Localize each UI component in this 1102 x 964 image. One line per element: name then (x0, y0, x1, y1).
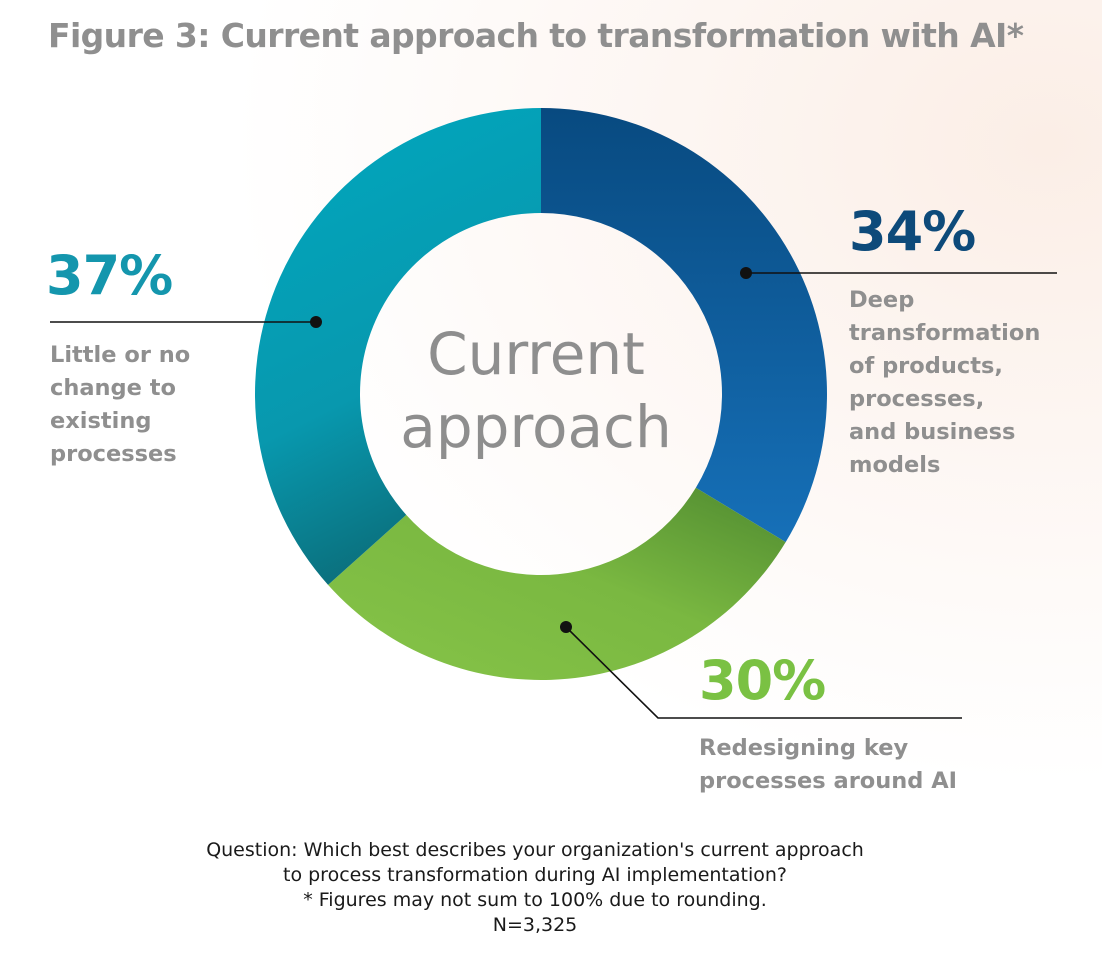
slice-deep-transformation (541, 108, 827, 543)
label-line: processes around AI (699, 768, 958, 794)
footnote: Question: Which best describes your orga… (150, 838, 920, 938)
label-line: existing (50, 408, 152, 434)
label-line: models (849, 452, 941, 478)
center-label-line-1: Current (427, 320, 645, 388)
sample-size: N=3,325 (492, 914, 578, 936)
label-line: transformation (849, 320, 1041, 346)
question-line-2: to process transformation during AI impl… (283, 864, 787, 886)
leader-little-change-dot (310, 316, 322, 328)
rounding-note: * Figures may not sum to 100% due to rou… (303, 889, 767, 911)
value-label-little-change: 37% (46, 244, 173, 307)
label-line: Little or no (50, 342, 191, 368)
value-label-deep-transformation: 34% (849, 200, 976, 263)
label-line: of products, (849, 353, 1003, 379)
chart-title: Figure 3: Current approach to transforma… (48, 16, 1024, 55)
label-line: change to (50, 375, 176, 401)
slice-redesigning (328, 487, 786, 680)
category-label-redesigning: Redesigning key processes around AI (699, 732, 957, 798)
label-line: Redesigning key (699, 735, 909, 761)
label-line: and business (849, 419, 1016, 445)
category-label-deep-transformation: Deep transformation of products, process… (849, 284, 1040, 482)
question-line-1: Question: Which best describes your orga… (206, 839, 864, 861)
center-label-line-2: approach (400, 393, 671, 461)
label-line: processes (50, 441, 177, 467)
leader-redesigning (565, 626, 962, 719)
leader-deep-transformation-dot (740, 267, 752, 279)
label-line: processes, (849, 386, 985, 412)
category-label-little-change: Little or no change to existing processe… (50, 339, 190, 471)
label-line: Deep (849, 287, 915, 313)
leader-redesigning-dot (560, 621, 572, 633)
value-label-redesigning: 30% (699, 649, 826, 712)
slice-little-change (255, 108, 541, 585)
